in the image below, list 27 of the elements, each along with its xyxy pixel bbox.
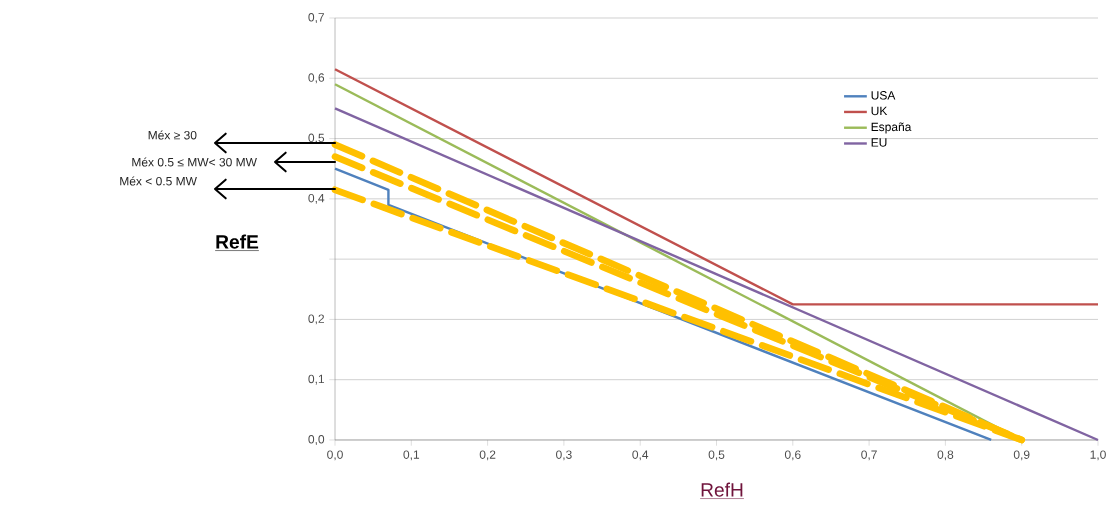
y-tick-label: 0,6: [308, 73, 325, 84]
text: Méx 0.5 ≤ MW< 30 MW: [132, 157, 257, 167]
x-tick-label: 0,6: [784, 450, 801, 461]
legend-label: España: [871, 122, 912, 134]
legend-label: USA: [871, 91, 896, 100]
x-tick-label: 0,1: [403, 450, 420, 461]
x-tick-label: 0,8: [937, 450, 954, 461]
y-axis-title: RefE: [216, 234, 259, 249]
x-axis-title: RefH: [701, 482, 743, 497]
x-tick-label: 0,7: [861, 450, 877, 461]
y-tick-label: 0,0: [308, 435, 325, 445]
x-tick-label: 0,5: [708, 450, 725, 461]
x-tick-label: 0,3: [556, 450, 572, 461]
x-tick-label: 0,0: [327, 450, 343, 461]
x-tick-label: 0,4: [632, 450, 649, 461]
text: Méx < 0.5 MW: [120, 176, 197, 186]
x-tick-label: 1,0: [1090, 450, 1106, 461]
y-tick-label: 0,5: [308, 133, 325, 144]
x-tick-label: 0,9: [1013, 450, 1030, 461]
legend-label: UK: [871, 106, 888, 116]
y-tick-label: 0,1: [308, 374, 325, 385]
legend-label: EU: [871, 138, 887, 147]
y-tick-label: 0,7: [308, 13, 324, 23]
x-tick-label: 0,2: [479, 450, 496, 461]
y-tick-label: 0,4: [308, 193, 325, 204]
y-tick-label: 0,2: [308, 314, 324, 325]
text: Méx ≥ 30: [148, 130, 197, 140]
